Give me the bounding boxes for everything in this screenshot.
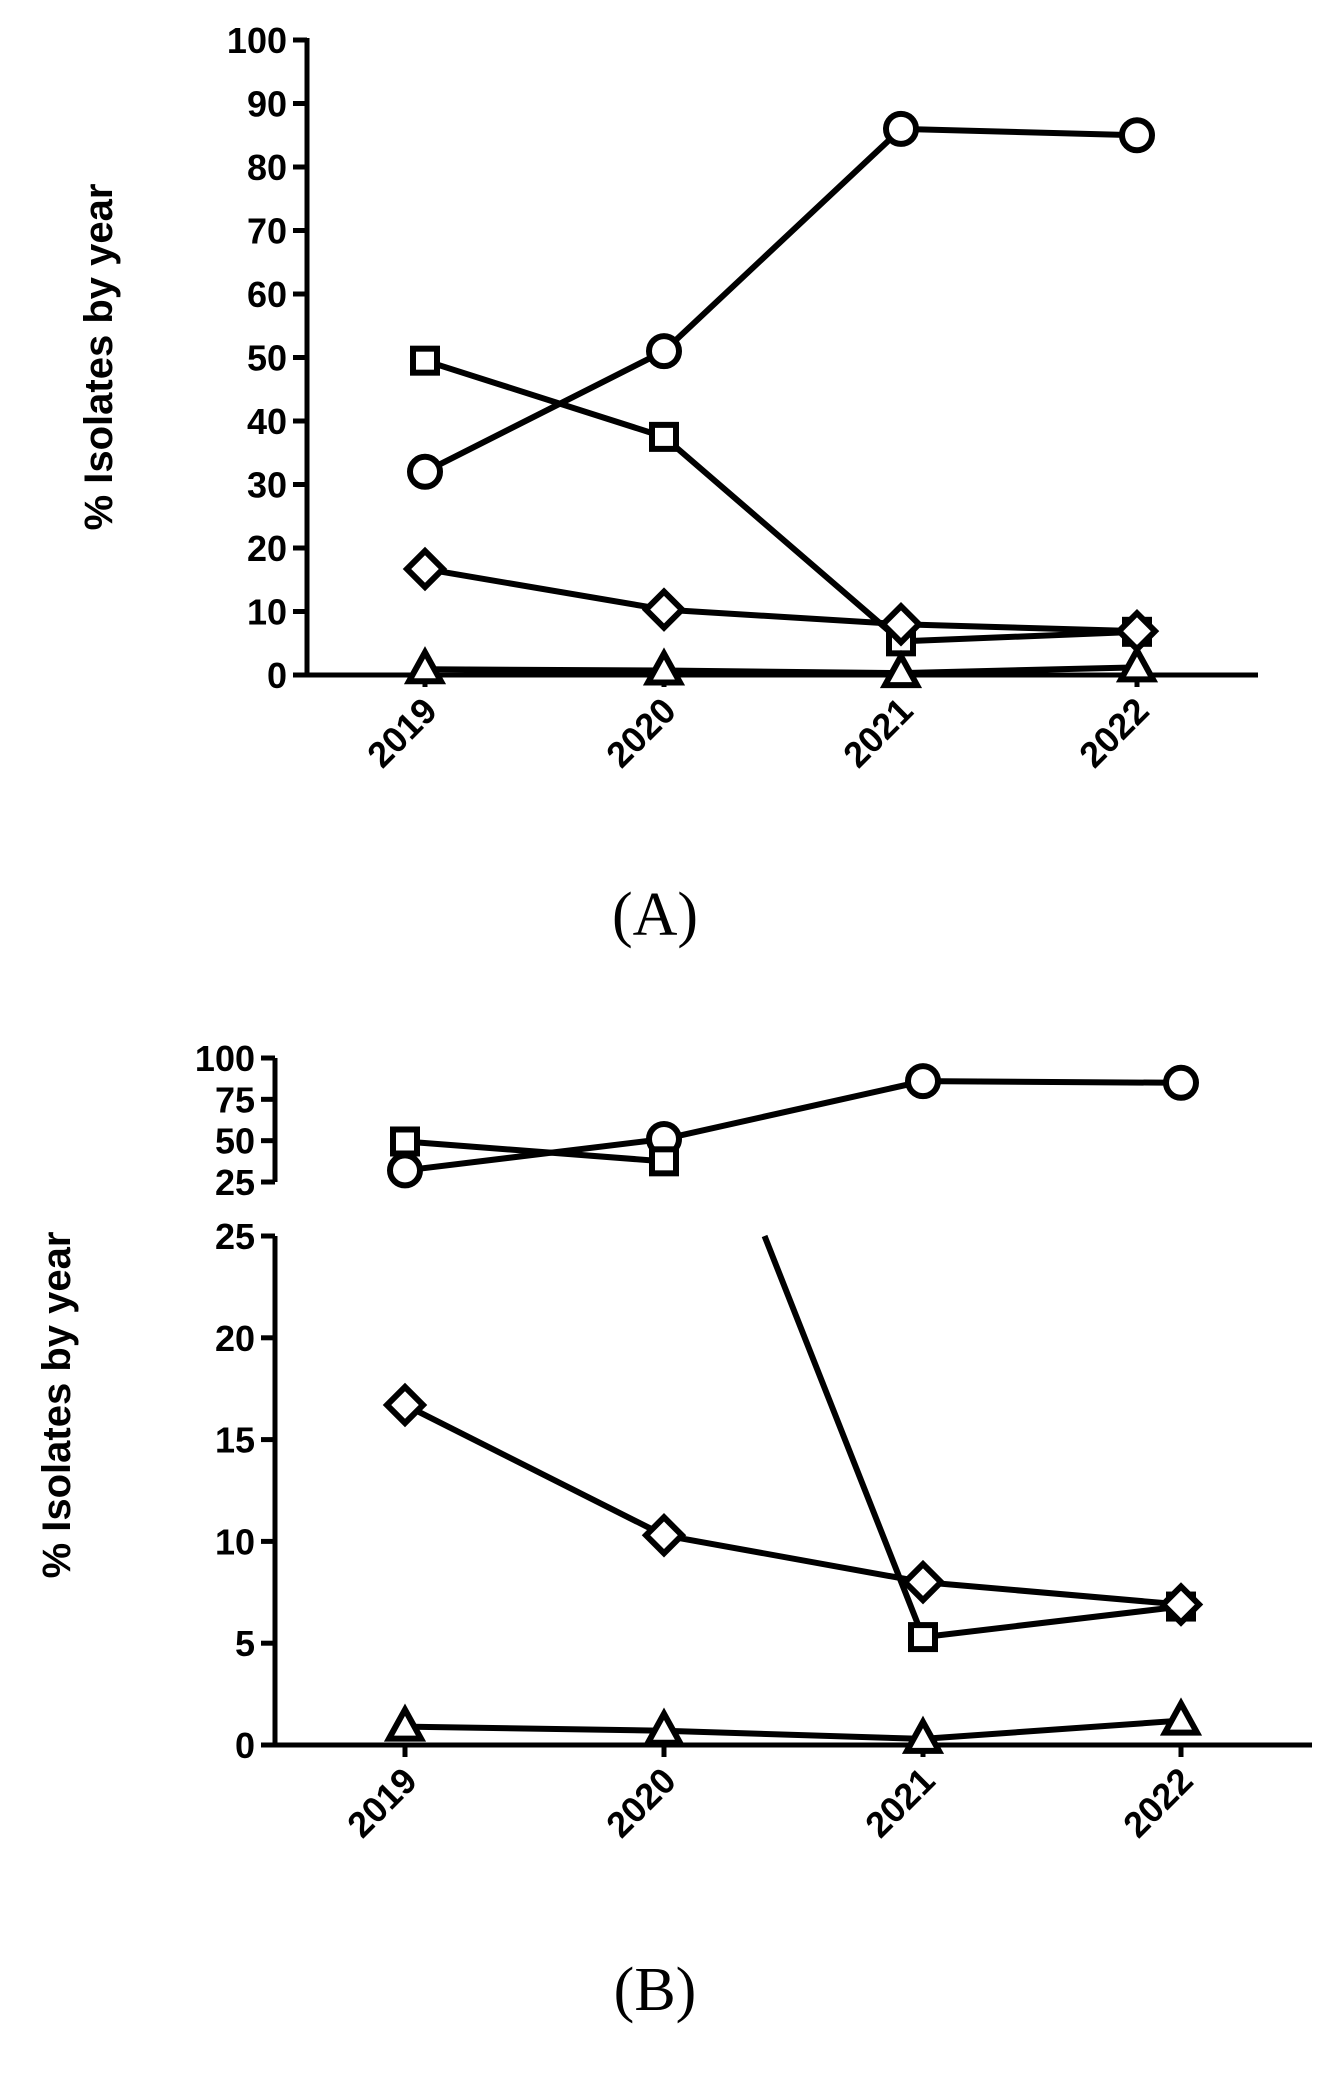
panel-a-series-line-square [424, 357, 1138, 645]
panel-b-y-tick-label-upper: 50 [215, 1121, 255, 1162]
panel-b-square-marker [390, 1126, 420, 1157]
panel-b-triangle-marker [642, 1707, 686, 1746]
panel-a-y-tick-label: 20 [247, 528, 287, 569]
panel-a-y-tick-label: 10 [247, 592, 287, 633]
panel-b-x-tick-label: 2022 [1115, 1760, 1201, 1846]
panel-a-triangle-marker [403, 646, 447, 685]
panel-b-series-segment-square [922, 1603, 1182, 1641]
panel-b-diamond-marker [900, 1559, 946, 1605]
panel-a-y-tick-label: 100 [227, 20, 287, 61]
panel-a-y-tick-label: 30 [247, 465, 287, 506]
panel-a-y-tick-label: 50 [247, 338, 287, 379]
panel-a-square-marker [649, 421, 679, 452]
panel-a-triangle-marker [879, 649, 923, 689]
panel-a-square-marker [410, 345, 440, 376]
panel-b-circle-marker [387, 1152, 423, 1189]
panel-b-circle-marker [1163, 1064, 1199, 1101]
panel-a-circle-marker [646, 333, 682, 370]
panel-b-x-tick-label: 2021 [857, 1760, 943, 1846]
panel-b-y-tick-label-upper: 25 [215, 1162, 255, 1203]
panel-b-diamond-marker [641, 1513, 687, 1558]
panel-a-circle-marker [407, 453, 443, 490]
panel-b-series-segment-triangle [663, 1727, 924, 1742]
panel-a-triangle-marker [1115, 644, 1159, 683]
panel-a-x-tick-label: 2022 [1071, 690, 1157, 776]
panel-b-y-axis-title: % Isolates by year [35, 1232, 79, 1579]
panel-b-y-tick-label-lower: 5 [235, 1623, 255, 1664]
panel-b-series-segment-diamond [663, 1532, 924, 1586]
panel-b-triangle-marker [383, 1703, 427, 1742]
panel-a-y-tick-label: 0 [267, 655, 287, 696]
panel-b-y-tick-label-lower: 15 [215, 1420, 255, 1461]
panel-b-diamond-marker [1158, 1582, 1204, 1627]
panel-b-circle-marker [905, 1063, 941, 1100]
panel-a-series-line-diamond [424, 565, 1138, 635]
panel-a-y-tick-label: 70 [247, 211, 287, 252]
panel-a-y-axis-title: % Isolates by year [77, 184, 121, 531]
panel-b-y-tick-label-lower: 10 [215, 1521, 255, 1562]
panel-a-circle-marker [883, 110, 919, 147]
panel-b-x-tick-label: 2020 [598, 1760, 684, 1846]
panel-a-x-tick-label: 2019 [359, 690, 445, 776]
panel-a-series-line-circle [423, 125, 1138, 475]
panel-b-series-segment-square [761, 1234, 926, 1639]
panel-b-series-segment-triangle [404, 1723, 665, 1734]
panel-b-series-segment-diamond [403, 1402, 666, 1538]
panel-a-y-tick-label: 80 [247, 147, 287, 188]
panel-b-y-tick-label-upper: 75 [215, 1079, 255, 1120]
panel-b-y-tick-label-lower: 20 [215, 1318, 255, 1359]
panel-b-y-tick-label-upper: 100 [195, 1038, 255, 1079]
panel-b-square-marker [908, 1622, 938, 1653]
panel-b-label: (B) [614, 1956, 697, 2024]
panel-a-label: (A) [612, 881, 698, 949]
panel-b-series-segment-diamond [922, 1579, 1182, 1608]
panel-b-x-tick-label: 2019 [339, 1760, 425, 1846]
panel-b-y-tick-label-lower: 0 [235, 1725, 255, 1766]
panel-b-square-marker [649, 1146, 679, 1177]
panel-b-triangle-marker [901, 1715, 945, 1754]
panel-a-diamond-marker [402, 546, 448, 592]
panel-a-y-tick-label: 40 [247, 401, 287, 442]
panel-a-x-tick-label: 2020 [598, 690, 684, 776]
panel-a-chart: 0 10 20 30 40 50 60 70 80 90 100 2019 2020 2021 2022 % … [77, 20, 1258, 949]
panel-a-circle-marker [1119, 117, 1155, 154]
panel-b-series-segment-circle [663, 1078, 924, 1142]
panel-a-y-tick-label: 90 [247, 84, 287, 125]
panel-b-y-tick-label-lower: 25 [215, 1216, 255, 1257]
panel-b-diamond-marker [382, 1382, 428, 1428]
panel-a-series-line-triangle [424, 664, 1138, 677]
panel-b-triangle-marker [1159, 1697, 1203, 1736]
panel-a-y-tick-label: 60 [247, 274, 287, 315]
panel-a-x-tick-label: 2021 [835, 690, 921, 776]
panel-b-series-segment-square [404, 1138, 665, 1165]
panel-b-series-segment-triangle [922, 1717, 1182, 1742]
panel-b-series-segment-circle [404, 1136, 665, 1174]
panel-a-diamond-marker [878, 601, 924, 647]
panel-a-triangle-marker [642, 647, 686, 686]
panel-a-diamond-marker [641, 587, 687, 632]
panel-b-series-segment-circle [922, 1078, 1182, 1086]
